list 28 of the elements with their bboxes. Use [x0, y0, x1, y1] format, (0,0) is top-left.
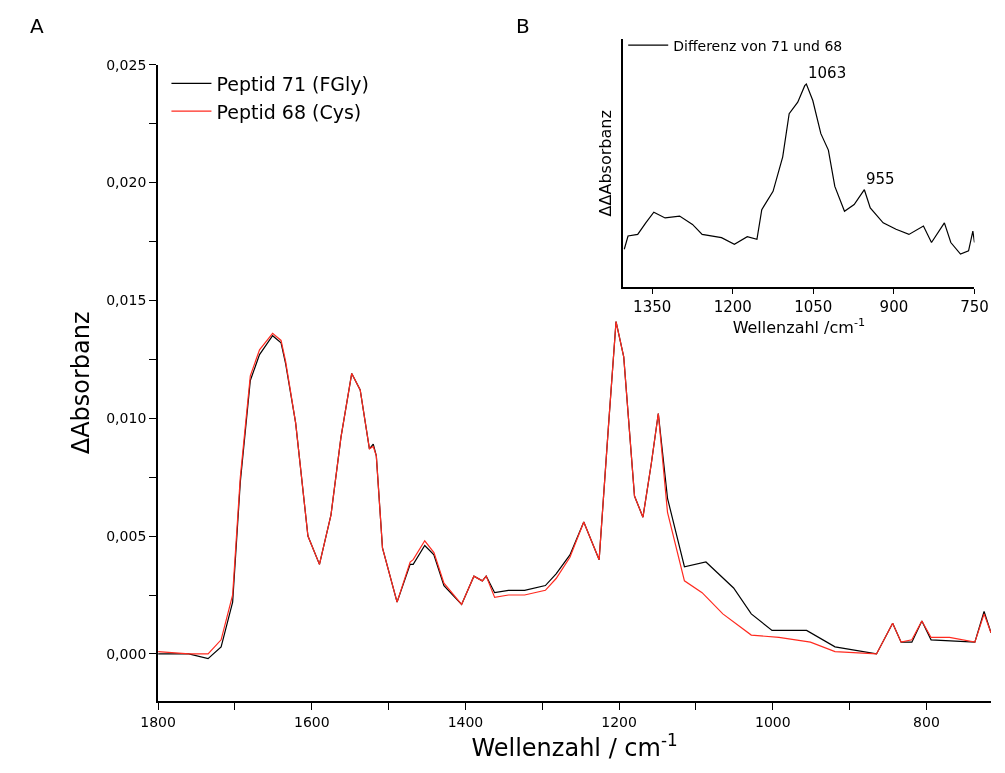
y-tick-label: 0,025	[106, 56, 147, 73]
x-tick-label: 800	[913, 713, 940, 730]
x-axis-title: Wellenzahl /cm$^{-1}$	[732, 315, 866, 337]
x-tick-label: 1600	[293, 713, 330, 730]
legend-label: Differenz von 71 und 68	[673, 37, 843, 54]
legend-label: Peptid 68 (Cys)	[216, 100, 362, 123]
x-tick-label: 1400	[447, 713, 484, 730]
y-axis-title: ΔAbsorbanz	[66, 311, 95, 455]
x-tick-label: 750	[960, 297, 989, 316]
x-tick-label: 1350	[633, 297, 672, 316]
x-axis-title: Wellenzahl / cm$^{-1}$	[471, 729, 678, 762]
y-tick-label: 0,010	[106, 410, 147, 427]
annotation: 1063	[808, 64, 847, 82]
x-tick-label: 1200	[601, 713, 637, 730]
annotation: 955	[866, 170, 895, 188]
x-tick-label: 1200	[713, 297, 752, 316]
y-tick-label: 0,020	[106, 174, 147, 191]
x-tick-label: 900	[879, 297, 909, 316]
y-tick-label: 0,000	[106, 645, 147, 662]
text: A	[30, 14, 44, 38]
text: B	[516, 14, 530, 38]
y-axis-title: ΔΔAbsorbanz	[595, 110, 615, 217]
x-tick-label: 1800	[140, 713, 176, 730]
x-tick-label: 1050	[794, 297, 833, 316]
legend-label: Peptid 71 (FGly)	[216, 72, 370, 95]
x-tick-label: 1000	[754, 713, 791, 730]
y-tick-label: 0,005	[106, 527, 147, 544]
y-tick-label: 0,015	[106, 292, 147, 309]
